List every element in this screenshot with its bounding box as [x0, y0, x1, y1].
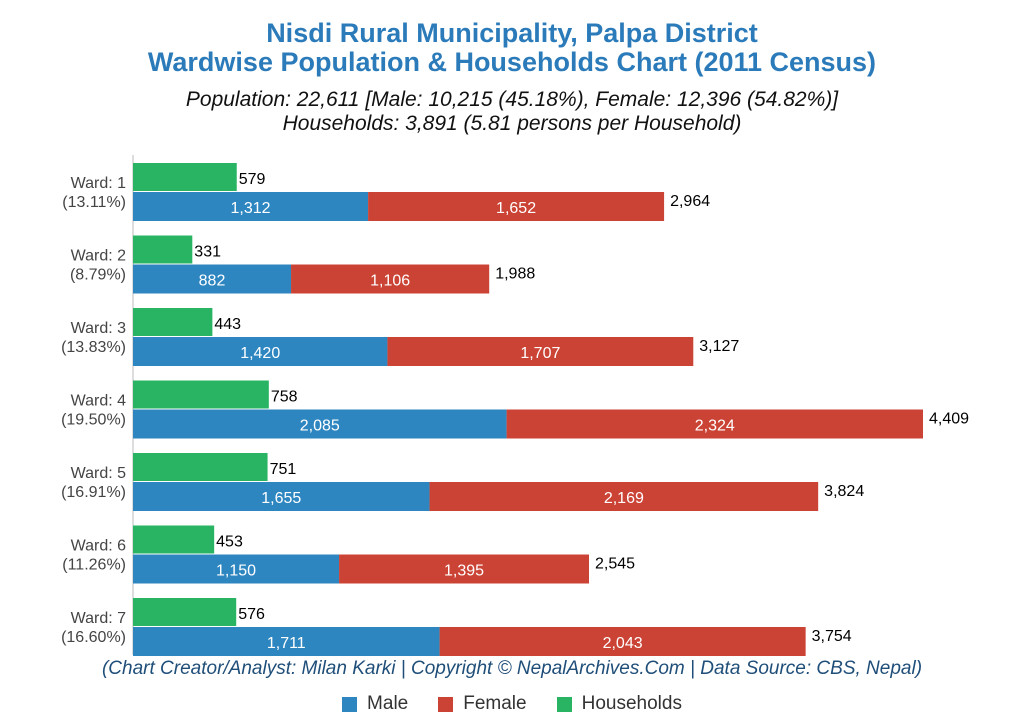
male-bar: [133, 409, 507, 439]
category-share-label: (8.79%): [70, 267, 126, 284]
category-share-label: (13.83%): [61, 339, 126, 356]
male-data-label: 882: [199, 273, 226, 290]
chart-title: Nisdi Rural Municipality, Palpa District: [266, 18, 758, 48]
legend-swatch-female: [438, 696, 454, 712]
legend-label: Households: [581, 693, 682, 714]
chart-subtitle-line2: Households: 3,891 (5.81 persons per Hous…: [282, 112, 742, 135]
category-share-label: (13.11%): [62, 194, 126, 211]
households-bar: [133, 453, 268, 481]
category-label: Ward: 2: [71, 248, 127, 265]
female-data-label: 2,324: [695, 418, 735, 435]
category-label: Ward: 3: [71, 320, 127, 337]
male-bar: [133, 192, 369, 221]
legend-swatch-households: [556, 696, 572, 712]
category-share-label: (11.26%): [62, 557, 126, 574]
female-data-label: 1,395: [444, 563, 484, 580]
category-share-label: (16.91%): [61, 484, 126, 501]
total-data-label: 1,988: [495, 266, 535, 283]
female-data-label: 2,043: [603, 635, 643, 652]
chart-subtitle: Population: 22,611 [Male: 10,215 (45.18%…: [185, 88, 839, 111]
legend-item-households[interactable]: Households: [556, 693, 682, 715]
total-data-label: 2,964: [670, 193, 710, 210]
male-data-label: 1,420: [240, 345, 280, 362]
legend-item-male[interactable]: Male: [342, 693, 408, 715]
male-data-label: 2,085: [300, 418, 340, 435]
female-data-label: 2,169: [604, 490, 644, 507]
female-bar: [368, 192, 665, 221]
households-bar: [133, 598, 237, 626]
male-bar: [133, 482, 430, 511]
female-bar: [291, 264, 490, 294]
category-label: Ward: 1: [71, 175, 127, 192]
category-share-label: (16.60%): [61, 629, 126, 646]
total-data-label: 2,545: [595, 556, 635, 573]
category-label: Ward: 6: [71, 538, 127, 555]
category-label: Ward: 4: [71, 393, 127, 410]
female-bar: [429, 482, 819, 511]
total-data-label: 3,127: [699, 338, 739, 355]
category-share-label: (19.50%): [61, 412, 126, 429]
households-bar: [133, 235, 193, 264]
households-data-label: 453: [216, 534, 243, 551]
households-data-label: 331: [194, 244, 221, 261]
female-bar: [339, 554, 590, 584]
female-bar: [387, 337, 694, 366]
male-data-label: 1,150: [216, 563, 256, 580]
category-label: Ward: 7: [71, 610, 127, 627]
category-label: Ward: 5: [71, 465, 127, 482]
male-bar: [133, 337, 388, 366]
male-data-label: 1,711: [267, 635, 306, 652]
legend: Male Female Households: [0, 693, 1024, 715]
chart-title-line2: Wardwise Population & Households Chart (…: [147, 47, 877, 77]
households-data-label: 751: [270, 461, 297, 478]
households-data-label: 758: [271, 389, 298, 406]
female-bar: [439, 627, 806, 656]
total-data-label: 3,754: [812, 628, 852, 645]
female-data-label: 1,652: [496, 200, 536, 217]
legend-label: Male: [367, 693, 409, 714]
total-data-label: 3,824: [824, 483, 864, 500]
households-bar: [133, 380, 269, 409]
legend-item-female[interactable]: Female: [438, 693, 527, 715]
total-data-label: 4,409: [929, 411, 969, 428]
households-data-label: 576: [238, 606, 265, 623]
female-data-label: 1,707: [520, 345, 560, 362]
legend-swatch-male: [342, 696, 358, 712]
female-data-label: 1,106: [370, 273, 410, 290]
male-data-label: 1,655: [261, 490, 301, 507]
households-data-label: 443: [214, 316, 241, 333]
male-bar: [133, 627, 440, 656]
female-bar: [506, 409, 923, 439]
households-data-label: 579: [239, 171, 266, 188]
households-bar: [133, 163, 237, 191]
male-bar: [133, 264, 292, 294]
male-data-label: 1,312: [231, 200, 271, 217]
chart-credits: (Chart Creator/Analyst: Milan Karki | Co…: [101, 658, 923, 679]
male-bar: [133, 554, 340, 584]
households-bar: [133, 308, 213, 336]
households-bar: [133, 525, 215, 554]
legend-label: Female: [463, 693, 527, 714]
